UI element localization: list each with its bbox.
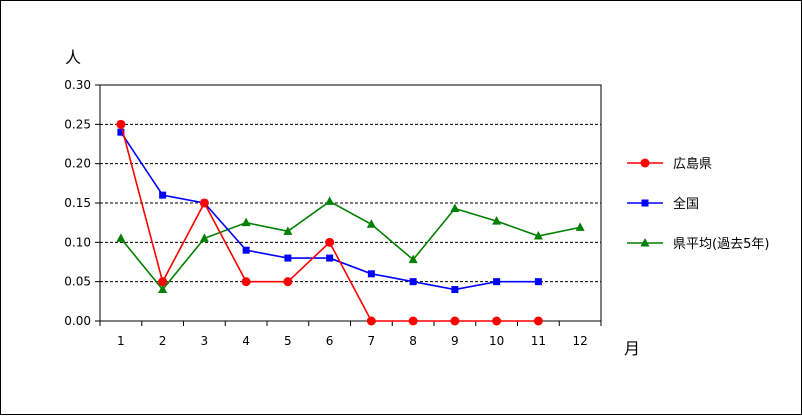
data-point bbox=[242, 246, 250, 254]
x-tick-label: 3 bbox=[201, 334, 209, 348]
data-point bbox=[408, 316, 418, 326]
data-point bbox=[450, 203, 460, 213]
x-tick-label: 11 bbox=[531, 334, 546, 348]
legend-label: 広島県 bbox=[673, 157, 712, 172]
y-axis-unit-label: 人 bbox=[65, 48, 81, 67]
data-point bbox=[284, 254, 292, 262]
data-point bbox=[492, 316, 502, 326]
x-tick-label: 7 bbox=[368, 334, 376, 348]
data-point bbox=[283, 277, 293, 287]
x-tick-label: 4 bbox=[242, 334, 250, 348]
data-point bbox=[199, 198, 209, 208]
data-point bbox=[241, 217, 251, 227]
data-point bbox=[408, 254, 418, 264]
y-tick-label: 0.00 bbox=[64, 314, 91, 328]
y-tick-label: 0.05 bbox=[64, 275, 91, 289]
data-point bbox=[325, 237, 335, 247]
data-point bbox=[116, 233, 126, 242]
x-tick-label: 6 bbox=[326, 334, 334, 348]
data-point bbox=[159, 191, 167, 199]
data-point bbox=[158, 277, 168, 287]
data-point bbox=[116, 119, 126, 129]
data-point bbox=[493, 278, 501, 286]
x-tick-label: 12 bbox=[572, 334, 587, 348]
data-point bbox=[117, 128, 125, 136]
y-tick-label: 0.25 bbox=[64, 117, 91, 131]
plot-area: 0.000.050.100.150.200.250.301 2 3 4 5 6 7 8 9 10 1… bbox=[64, 78, 602, 348]
data-point bbox=[492, 216, 502, 225]
data-point bbox=[451, 286, 459, 294]
data-point bbox=[533, 316, 543, 326]
data-point bbox=[367, 270, 375, 278]
data-point bbox=[283, 226, 293, 235]
x-tick-label: 1 bbox=[117, 334, 125, 348]
data-point bbox=[158, 284, 168, 294]
y-tick-label: 0.10 bbox=[64, 235, 91, 249]
series-triangle bbox=[116, 196, 585, 294]
y-tick-label: 0.30 bbox=[64, 78, 91, 92]
series-square bbox=[117, 128, 542, 294]
series-line bbox=[120, 200, 581, 291]
series-circle bbox=[116, 119, 543, 326]
data-point bbox=[241, 277, 251, 287]
y-tick-label: 0.15 bbox=[64, 196, 91, 210]
x-axis-unit-label: 月 bbox=[624, 339, 640, 358]
y-tick-label: 0.20 bbox=[64, 157, 91, 171]
legend-label: 全国 bbox=[673, 196, 699, 212]
data-point bbox=[326, 254, 334, 262]
x-tick-label: 8 bbox=[409, 334, 417, 348]
legend-label: 県平均(過去5年) bbox=[673, 237, 769, 252]
x-tick-label: 5 bbox=[284, 334, 292, 348]
legend-marker bbox=[640, 158, 650, 168]
data-point bbox=[533, 231, 543, 240]
data-point bbox=[366, 219, 376, 228]
x-tick-label: 9 bbox=[451, 334, 459, 348]
legend-item: 広島県 bbox=[627, 157, 712, 172]
data-point bbox=[575, 222, 585, 231]
legend-item: 全国 bbox=[627, 196, 699, 212]
x-tick-label: 10 bbox=[489, 334, 504, 348]
legend-marker bbox=[641, 199, 649, 207]
data-point bbox=[409, 278, 417, 286]
x-tick-label: 2 bbox=[159, 334, 167, 348]
data-point bbox=[325, 196, 335, 205]
data-point bbox=[199, 233, 209, 242]
legend-marker bbox=[640, 238, 650, 247]
data-point bbox=[450, 316, 460, 326]
data-point bbox=[534, 278, 542, 286]
legend-item: 県平均(過去5年) bbox=[627, 237, 769, 252]
data-point bbox=[366, 316, 376, 326]
